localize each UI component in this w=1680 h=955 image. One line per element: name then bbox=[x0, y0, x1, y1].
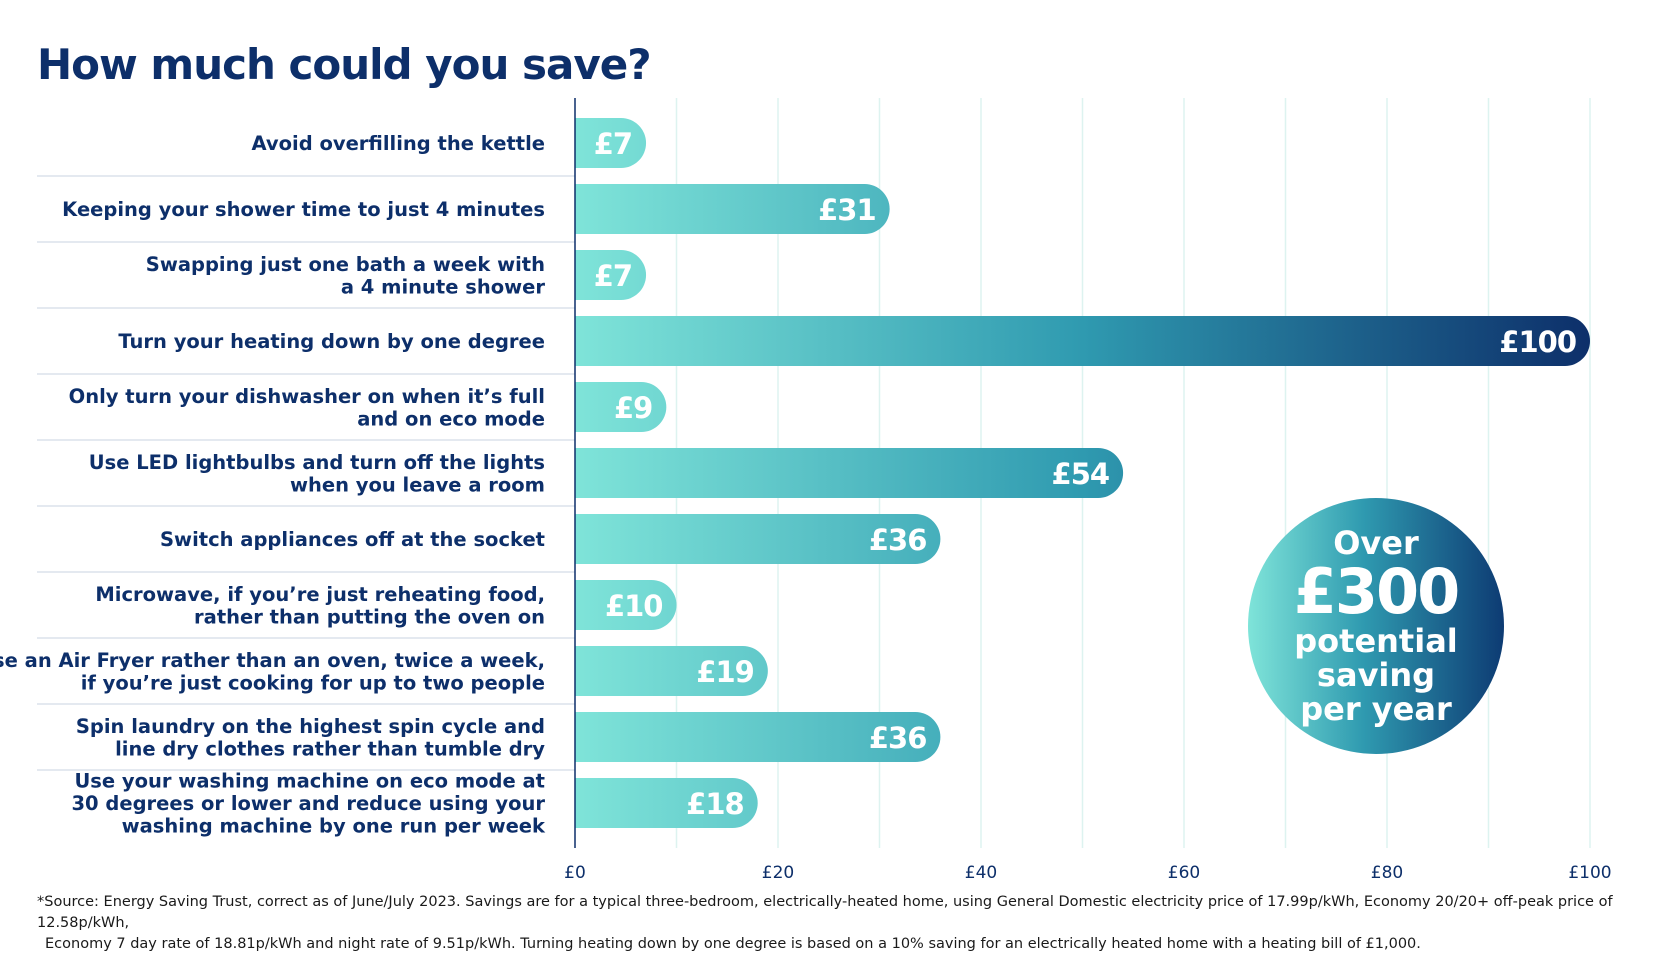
category-label-line: washing machine by one run per week bbox=[122, 815, 546, 838]
category-label-line: Swapping just one bath a week with bbox=[146, 253, 545, 276]
category-label-line: Use LED lightbulbs and turn off the ligh… bbox=[89, 451, 545, 474]
category-label: Only turn your dishwasher on when it’s f… bbox=[69, 385, 545, 431]
badge-over: Over bbox=[1333, 524, 1419, 562]
bar-value-label: £10 bbox=[605, 589, 663, 623]
category-label-line: Switch appliances off at the socket bbox=[160, 528, 545, 551]
category-label-line: when you leave a room bbox=[290, 473, 545, 496]
source-footnote: *Source: Energy Saving Trust, correct as… bbox=[37, 892, 1667, 955]
category-labels: Avoid overfilling the kettle Keeping your… bbox=[0, 132, 546, 838]
x-axis-ticks: £0 £20 £40 £60 £80 £100 bbox=[564, 863, 1611, 883]
x-tick-label: £100 bbox=[1568, 863, 1611, 883]
x-tick-label: £0 bbox=[564, 863, 586, 883]
bar bbox=[575, 250, 647, 300]
category-label-line: Turn your heating down by one degree bbox=[118, 330, 545, 353]
bar bbox=[575, 712, 941, 762]
bar bbox=[575, 514, 941, 564]
x-tick-label: £60 bbox=[1168, 863, 1200, 883]
category-label-line: if you’re just cooking for up to two peo… bbox=[81, 671, 545, 694]
bar-value-label: £7 bbox=[594, 259, 632, 293]
badge-saving: saving bbox=[1316, 656, 1436, 694]
category-label: Keeping your shower time to just 4 minut… bbox=[62, 198, 545, 221]
category-label-line: rather than putting the oven on bbox=[194, 605, 545, 628]
bar-value-label: £100 bbox=[1499, 325, 1576, 359]
x-tick-label: £80 bbox=[1371, 863, 1403, 883]
category-label-line: and on eco mode bbox=[357, 407, 545, 430]
chart-title: How much could you save? bbox=[37, 40, 652, 89]
category-label-line: Use your washing machine on eco mode at bbox=[74, 770, 545, 793]
x-tick-label: £20 bbox=[762, 863, 794, 883]
bar bbox=[575, 316, 1590, 366]
footnote-line-1: *Source: Energy Saving Trust, correct as… bbox=[37, 894, 1613, 931]
category-label-line: Use an Air Fryer rather than an oven, tw… bbox=[0, 649, 545, 672]
bar bbox=[575, 778, 758, 828]
category-label-line: Only turn your dishwasher on when it’s f… bbox=[69, 385, 545, 408]
bar-value-label: £31 bbox=[818, 193, 876, 227]
badge-potential: potential bbox=[1294, 622, 1458, 660]
category-label-line: Microwave, if you’re just reheating food… bbox=[95, 583, 545, 606]
category-label-line: Avoid overfilling the kettle bbox=[252, 132, 545, 155]
category-label-line: line dry clothes rather than tumble dry bbox=[115, 737, 545, 760]
bars: £7 £31 £7 £100 £9 £54 £36 £10 £19 £36 £18 bbox=[575, 118, 1590, 828]
bar bbox=[575, 184, 890, 234]
category-label-line: 30 degrees or lower and reduce using you… bbox=[71, 792, 545, 815]
bar-value-label: £19 bbox=[696, 655, 754, 689]
category-label-line: Keeping your shower time to just 4 minut… bbox=[62, 198, 545, 221]
bar bbox=[575, 646, 768, 696]
bar bbox=[575, 118, 647, 168]
bar-value-label: £7 bbox=[594, 127, 632, 161]
category-label: Use LED lightbulbs and turn off the ligh… bbox=[89, 451, 545, 497]
category-label: Switch appliances off at the socket bbox=[160, 528, 545, 551]
category-label: Use your washing machine on eco mode at 3… bbox=[71, 770, 546, 838]
category-label-line: a 4 minute shower bbox=[341, 275, 546, 298]
category-label: Avoid overfilling the kettle bbox=[252, 132, 545, 155]
category-label: Use an Air Fryer rather than an oven, tw… bbox=[0, 649, 545, 695]
x-tick-label: £40 bbox=[965, 863, 997, 883]
category-label-line: Spin laundry on the highest spin cycle a… bbox=[76, 715, 545, 738]
badge-per-year: per year bbox=[1300, 690, 1452, 728]
bar-value-label: £18 bbox=[686, 787, 744, 821]
badge-amount: £300 bbox=[1293, 555, 1461, 628]
total-savings-badge: Over £300 potential saving per year bbox=[1248, 498, 1504, 754]
bar bbox=[575, 382, 667, 432]
category-label: Microwave, if you’re just reheating food… bbox=[95, 583, 545, 629]
bar-value-label: £36 bbox=[869, 523, 927, 557]
bar-value-label: £36 bbox=[869, 721, 927, 755]
bar bbox=[575, 580, 677, 630]
row-separators bbox=[37, 175, 575, 771]
category-label: Swapping just one bath a week with a 4 mi… bbox=[146, 253, 546, 299]
bar-value-label: £54 bbox=[1052, 457, 1110, 491]
category-label: Turn your heating down by one degree bbox=[118, 330, 545, 353]
category-label: Spin laundry on the highest spin cycle a… bbox=[76, 715, 545, 761]
bar bbox=[575, 448, 1124, 498]
bar-value-label: £9 bbox=[614, 391, 652, 425]
